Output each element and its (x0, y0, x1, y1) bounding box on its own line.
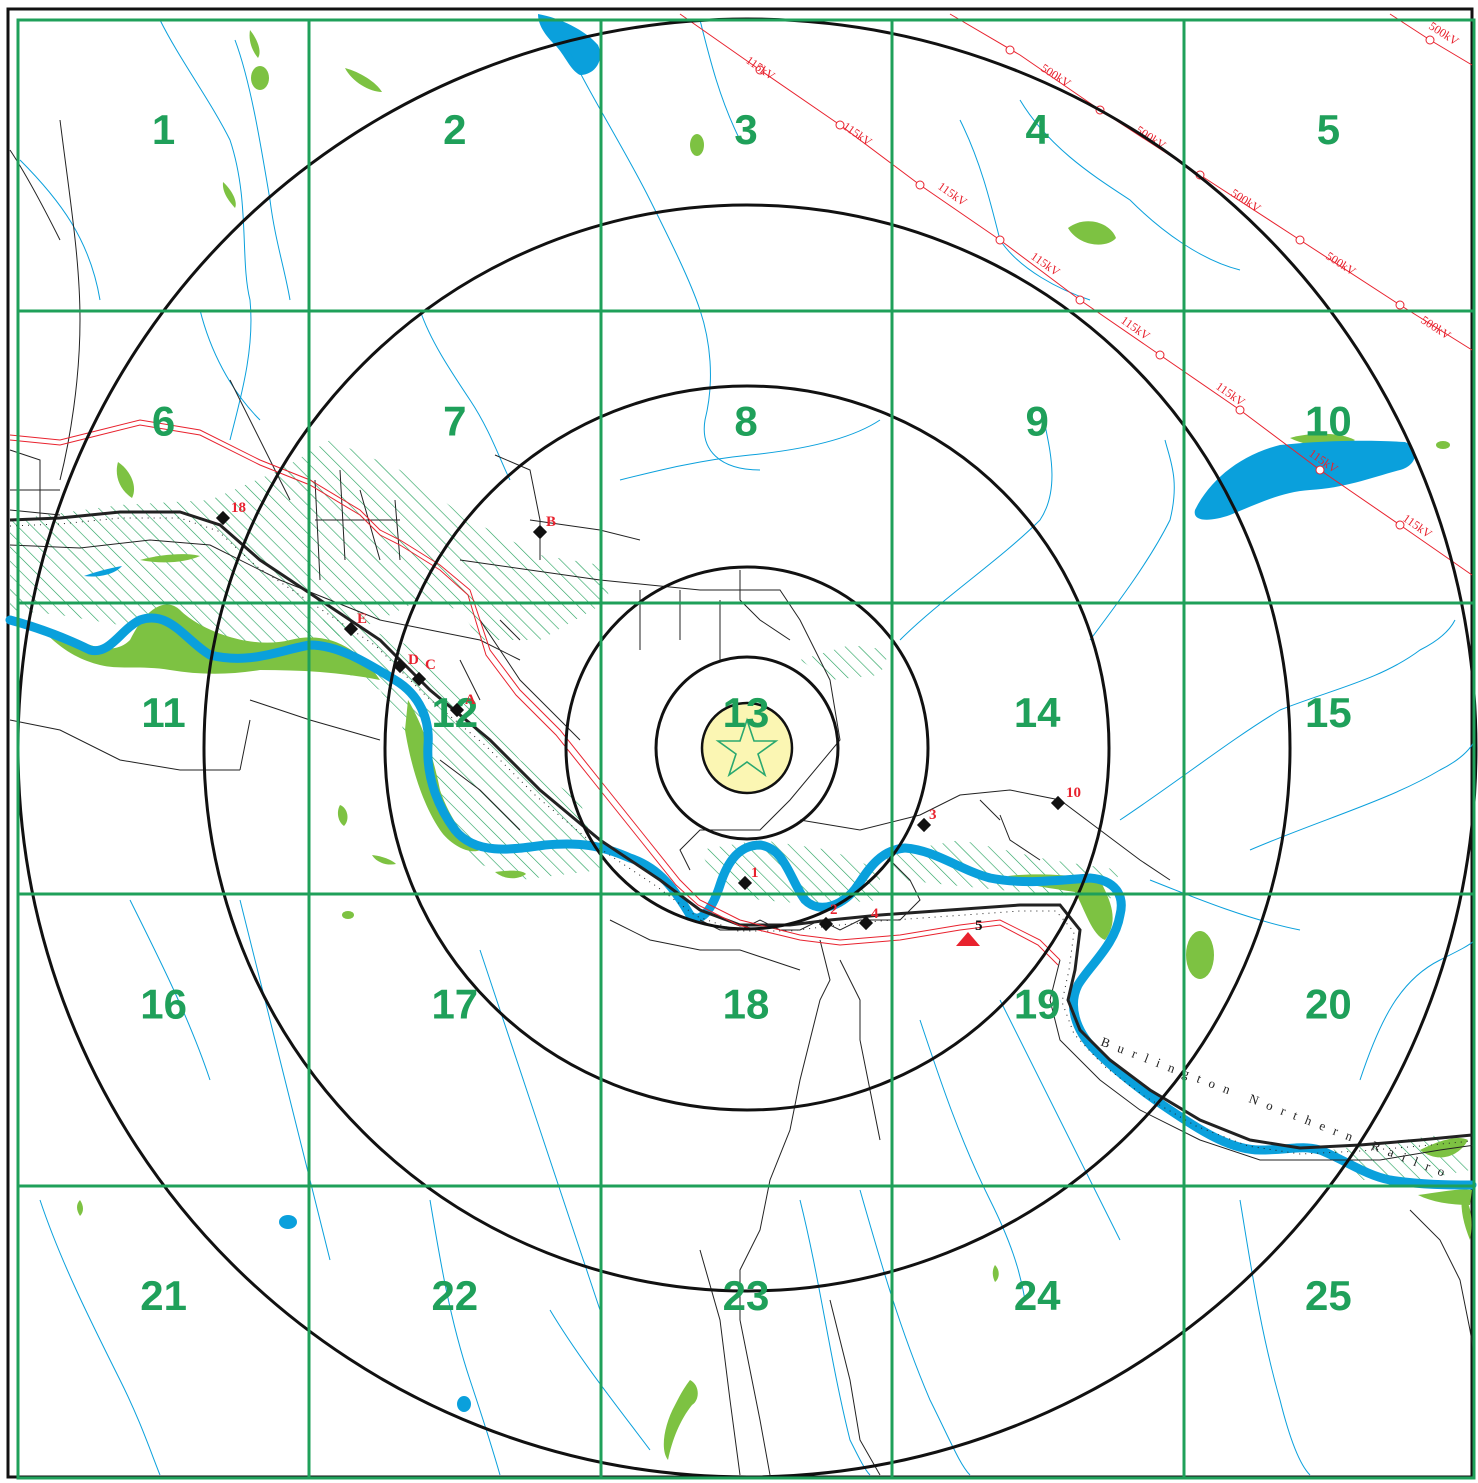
diamond-icon (818, 916, 834, 932)
triangle-marker: 5 (956, 918, 983, 946)
grid-cell-number: 24 (1014, 1272, 1061, 1319)
marker-4: 4 (858, 906, 879, 931)
grid-cell-number: 15 (1305, 689, 1352, 736)
marker-18: 18 (215, 500, 246, 526)
diamond-icon (215, 510, 231, 526)
grid-cell-number: 16 (140, 981, 187, 1028)
vegetation-patches (38, 30, 1472, 1460)
marker-label: C (425, 657, 436, 673)
triangle-marker-label: 5 (975, 918, 983, 934)
grid-numbers: 1234567891011121314151617181920212223242… (140, 106, 1352, 1319)
grid-cell-number: 21 (140, 1272, 187, 1319)
marker-E: E (343, 611, 367, 637)
triangle-icon (956, 932, 980, 946)
marker-label: D (408, 652, 419, 668)
streams (19, 19, 1476, 1476)
marker-B: B (532, 514, 556, 540)
diamond-icon (411, 671, 427, 687)
grid-cell-number: 2 (443, 106, 466, 153)
diamond-icon (392, 658, 408, 674)
diamond-icon (449, 702, 465, 718)
grid-cell-number: 18 (723, 981, 770, 1028)
marker-label: 18 (231, 500, 246, 516)
marker-10: 10 (1050, 785, 1081, 811)
marker-label: 1 (751, 865, 759, 881)
power-line-towers (755, 35, 1435, 530)
grid-cell-number: 14 (1014, 689, 1061, 736)
site-facility (700, 701, 794, 795)
marker-A: A (449, 692, 476, 718)
grid-cell-number: 17 (431, 981, 478, 1028)
marker-3: 3 (916, 807, 937, 833)
distance-ring (654, 655, 840, 841)
grid-cell-number: 19 (1014, 981, 1061, 1028)
grid-cell-number: 8 (734, 397, 757, 444)
grid-cell-number: 3 (734, 106, 757, 153)
grid-cell-number: 4 (1026, 106, 1050, 153)
grid-cell-number: 10 (1305, 397, 1352, 444)
grid-cell-number: 23 (723, 1272, 770, 1319)
marker-label: A (465, 692, 476, 708)
marker-label: E (357, 611, 367, 627)
grid-cell-number: 6 (152, 397, 175, 444)
grid-cell-number: 5 (1317, 106, 1340, 153)
marker-label: 4 (871, 906, 879, 922)
grid-cell-number: 25 (1305, 1272, 1352, 1319)
marker-label: 10 (1066, 785, 1081, 801)
marker-label: 2 (830, 902, 838, 918)
marker-label: 3 (929, 807, 937, 823)
marker-1: 1 (737, 865, 759, 891)
star-icon (715, 717, 779, 778)
sector-grid (16, 18, 1476, 1480)
grid-cell-number: 11 (141, 689, 185, 736)
marker-C: C (411, 657, 436, 687)
grid-cell-number: 13 (723, 689, 770, 736)
diamond-icon (1050, 795, 1066, 811)
diamond-icon (343, 621, 359, 637)
marker-label: B (546, 514, 556, 530)
water-bodies (84, 14, 1416, 1412)
diamond-icon (916, 817, 932, 833)
grid-cell-number: 1 (152, 106, 175, 153)
marker-D: D (392, 652, 419, 674)
diamond-icon (737, 875, 753, 891)
grid-cell-number: 22 (431, 1272, 478, 1319)
marker-2: 2 (818, 902, 838, 932)
distance-ring (202, 203, 1292, 1293)
distance-ring (383, 384, 1111, 1112)
grid-cell-number: 9 (1026, 397, 1049, 444)
diamond-icon (532, 524, 548, 540)
grid-cell-number: 7 (443, 397, 466, 444)
distance-ring (564, 565, 930, 931)
sample-markers: 18 B E D C A 1 2 3 4 10 (215, 500, 1081, 932)
grid-cell-number: 20 (1305, 981, 1352, 1028)
diamond-icon (858, 915, 874, 931)
